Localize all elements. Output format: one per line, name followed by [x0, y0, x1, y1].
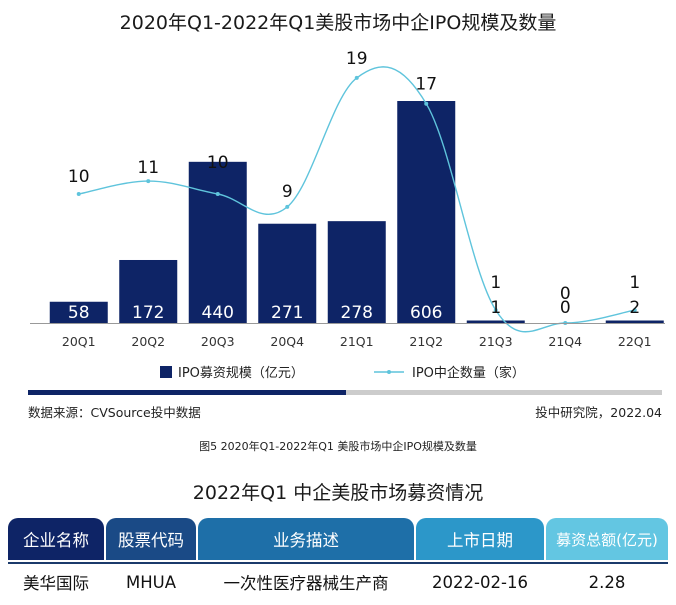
x-tick-label: 21Q3	[479, 334, 513, 349]
table-cell-business: 一次性医疗器械生产商	[223, 574, 389, 593]
bar-20Q4	[258, 223, 317, 323]
bar-20Q3	[188, 161, 247, 323]
x-tick-label: 20Q2	[131, 334, 165, 349]
table-cell-date: 2022-02-16	[432, 572, 528, 592]
point-21Q3	[493, 308, 498, 313]
table-cell-ticker: MHUA	[125, 572, 176, 592]
series-line-ipo-count	[78, 66, 635, 333]
bar-21Q3	[466, 320, 525, 323]
chart-title: 2020年Q1-2022年Q1美股市场中企IPO规模及数量	[119, 12, 557, 34]
bar-data-label: 606	[410, 303, 442, 323]
line-data-label: 1	[490, 273, 501, 293]
line-data-label: 10	[68, 167, 90, 187]
bar-20Q2	[119, 259, 178, 323]
line-data-label: 0	[560, 284, 571, 304]
point-20Q3	[215, 192, 220, 196]
table-header-amount: 募资总额(亿元)	[546, 518, 668, 560]
bar-data-label: 0	[560, 298, 571, 318]
legend-line-swatch	[374, 369, 404, 374]
bar-22Q1	[605, 320, 664, 323]
table-header-company: 企业名称	[8, 518, 104, 560]
bar-21Q2	[397, 101, 456, 323]
x-tick-label: 21Q2	[409, 334, 443, 349]
figure-caption: 图5 2020年Q1-2022年Q1 美股市场中企IPO规模及数量	[199, 440, 477, 453]
x-tick-label: 21Q1	[340, 334, 374, 349]
point-22Q1	[632, 308, 637, 313]
publisher-date: 投中研究院，2022.04	[535, 405, 662, 420]
x-tick-label: 20Q4	[270, 334, 304, 349]
bar-20Q1	[49, 301, 108, 323]
line-data-label: 11	[137, 158, 159, 178]
bar-21Q1	[327, 221, 386, 323]
point-20Q4	[285, 204, 290, 209]
legend-item-line: IPO中企数量（家）	[372, 362, 525, 381]
x-tick-label: 20Q3	[201, 334, 235, 349]
point-20Q2	[146, 179, 151, 184]
table-header-date: 上市日期	[416, 518, 544, 560]
bar-data-label: 1	[490, 298, 501, 318]
table-cell-amount: 2.28	[588, 572, 626, 592]
table-title: 2022年Q1 中企美股市场募资情况	[192, 482, 484, 504]
data-source: 数据来源：CVSource投中数据	[28, 405, 201, 420]
line-data-label: 9	[282, 182, 293, 202]
point-21Q1	[354, 75, 359, 80]
legend-item-bar: IPO募资规模（亿元）	[160, 362, 304, 381]
x-tick-label: 21Q4	[548, 334, 582, 349]
legend-bar-label: IPO募资规模（亿元）	[178, 366, 304, 381]
table-header-business: 业务描述	[198, 518, 414, 560]
line-data-label: 1	[629, 273, 640, 293]
x-tick-label: 22Q1	[618, 334, 652, 349]
chart: 20Q1 20Q2 20Q3 20Q4 21Q1 21Q2 21Q3 21Q4 22Q1 58 17…	[30, 49, 665, 349]
bar-data-label: 271	[271, 303, 303, 323]
divider-light	[346, 390, 662, 395]
line-data-label: 19	[346, 49, 368, 69]
x-tick-label: 20Q1	[62, 334, 96, 349]
bar-data-label: 440	[202, 303, 234, 323]
divider-dark	[28, 390, 346, 395]
table-header-ticker: 股票代码	[106, 518, 196, 560]
legend-bar-swatch	[160, 365, 172, 378]
bar-data-label: 172	[132, 303, 164, 323]
table-row-divider	[8, 562, 668, 564]
line-data-label: 17	[415, 75, 437, 95]
point-21Q2	[424, 101, 429, 106]
bar-data-label: 58	[68, 303, 90, 323]
point-20Q1	[76, 192, 81, 196]
bar-data-label: 278	[341, 303, 373, 323]
legend-line-label: IPO中企数量（家）	[412, 366, 525, 381]
table-cell-company: 美华国际	[23, 574, 89, 593]
bar-data-label: 2	[629, 298, 640, 318]
line-data-label: 10	[207, 153, 229, 173]
